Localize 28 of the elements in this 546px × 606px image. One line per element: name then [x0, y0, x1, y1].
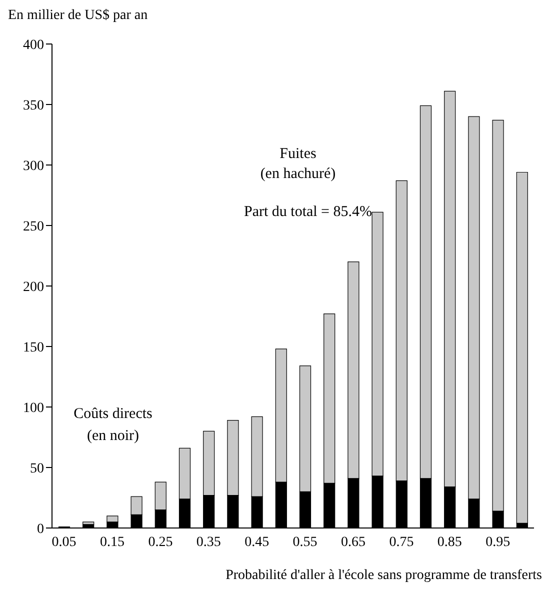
annotation: Part du total = 85.4%: [244, 204, 372, 220]
y-tick-label: 350: [23, 98, 44, 114]
annotation: (en hachuré): [260, 166, 336, 182]
bar: [516, 172, 528, 524]
y-tick-label: 250: [23, 219, 44, 234]
x-tick-label: 0.15: [100, 534, 124, 550]
bar: [82, 522, 94, 525]
x-tick-label: 0.95: [486, 534, 510, 550]
x-axis-title: Probabilité d'aller à l'école sans programme de transferts: [224, 568, 543, 584]
y-tick-label: 0: [37, 522, 44, 537]
x-tick-label: 0.75: [389, 534, 414, 550]
annotation: (en noir): [86, 428, 140, 444]
y-axis-title: En millier de US$ par an: [8, 8, 148, 24]
annotation: Fuites: [280, 146, 316, 162]
x-tick-label: 0.25: [148, 534, 173, 550]
x-tick-label: 0.45: [244, 534, 270, 550]
y-tick-label: 400: [23, 38, 44, 53]
y-tick-label: 150: [23, 340, 44, 356]
y-tick-label: 50: [30, 461, 44, 476]
y-tick-label: 100: [23, 400, 44, 416]
x-tick-label: 0.65: [341, 534, 366, 550]
annotation: Coûts directs: [74, 406, 153, 422]
y-tick-label: 300: [23, 158, 44, 174]
x-tick-label: 0.05: [52, 534, 76, 550]
x-tick-label: 0.55: [292, 534, 318, 550]
y-tick-label: 200: [23, 280, 44, 295]
x-tick-label: 0.85: [437, 534, 462, 550]
x-tick-label: 0.35: [196, 534, 221, 550]
